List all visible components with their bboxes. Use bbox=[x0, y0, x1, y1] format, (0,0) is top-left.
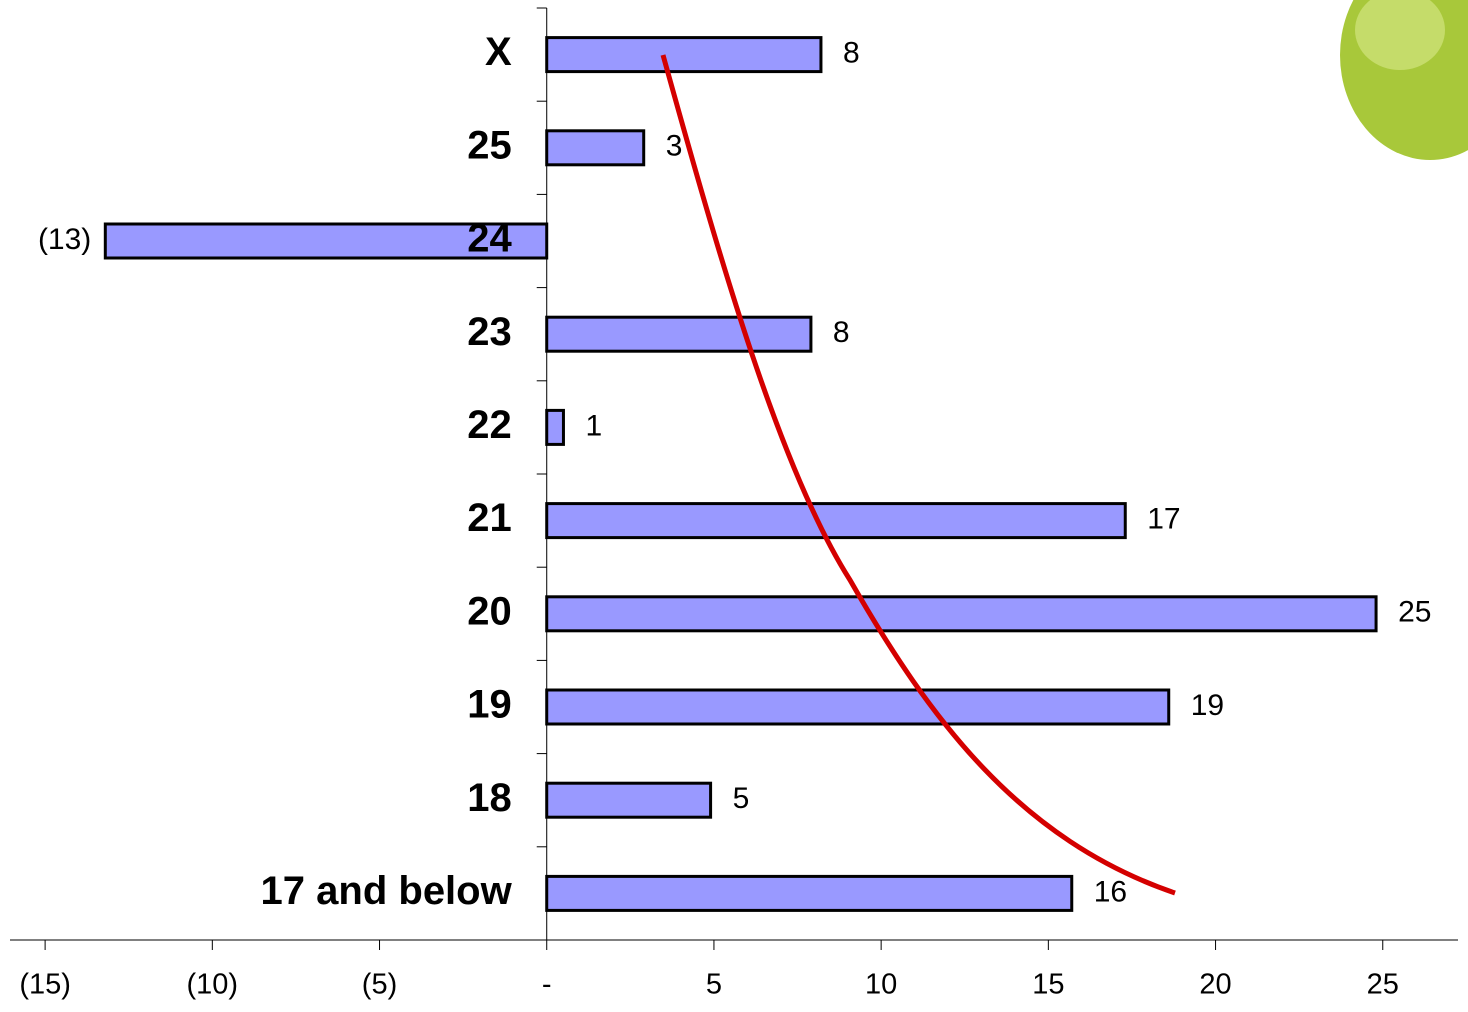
value-label: 5 bbox=[733, 782, 750, 815]
x-tick-label: (15) bbox=[19, 969, 71, 1001]
x-tick-label: 25 bbox=[1367, 969, 1399, 1001]
value-label: 1 bbox=[585, 409, 602, 442]
x-tick-label: 5 bbox=[706, 969, 722, 1001]
y-tick-label: 24 bbox=[467, 217, 512, 261]
bar bbox=[547, 783, 711, 817]
x-tick-label: - bbox=[542, 969, 552, 1001]
value-label: 16 bbox=[1094, 875, 1127, 908]
bar bbox=[547, 317, 811, 351]
x-tick-label: (5) bbox=[362, 969, 397, 1001]
value-label: 8 bbox=[843, 37, 860, 70]
bar bbox=[547, 504, 1126, 538]
y-tick-label: 20 bbox=[467, 589, 512, 633]
y-tick-label: 22 bbox=[467, 403, 512, 447]
value-label: 8 bbox=[833, 316, 850, 349]
y-tick-label: 21 bbox=[467, 496, 512, 540]
bar bbox=[547, 410, 564, 444]
value-label: 3 bbox=[666, 130, 683, 163]
bar bbox=[547, 38, 821, 72]
x-tick-label: 15 bbox=[1032, 969, 1064, 1001]
bar bbox=[547, 876, 1072, 910]
x-tick-label: (10) bbox=[187, 969, 239, 1001]
chart: (15) (10) (5) - 5 10 15 20 25 8 X 3 25 (13) 24 8 23 1 22 17… bbox=[0, 0, 1468, 1012]
plot-area: (15) (10) (5) - 5 10 15 20 25 8 X 3 25 (13) 24 8 23 1 22 17… bbox=[10, 8, 1458, 1001]
value-label: 19 bbox=[1191, 689, 1224, 722]
y-tick-label: 17 and below bbox=[261, 869, 513, 913]
value-label: 17 bbox=[1147, 503, 1180, 536]
trend-curve bbox=[663, 55, 1175, 893]
bar bbox=[547, 690, 1169, 724]
x-tick-label: 20 bbox=[1199, 969, 1231, 1001]
bar bbox=[547, 597, 1376, 631]
y-tick-label: 23 bbox=[467, 310, 512, 354]
bar bbox=[547, 131, 644, 165]
value-label: (13) bbox=[38, 223, 91, 256]
value-label: 25 bbox=[1398, 596, 1431, 629]
y-tick-label: X bbox=[485, 30, 512, 74]
x-tick-label: 10 bbox=[865, 969, 897, 1001]
y-tick-label: 19 bbox=[467, 683, 512, 727]
y-tick-label: 18 bbox=[467, 776, 512, 820]
y-tick-label: 25 bbox=[467, 123, 512, 167]
